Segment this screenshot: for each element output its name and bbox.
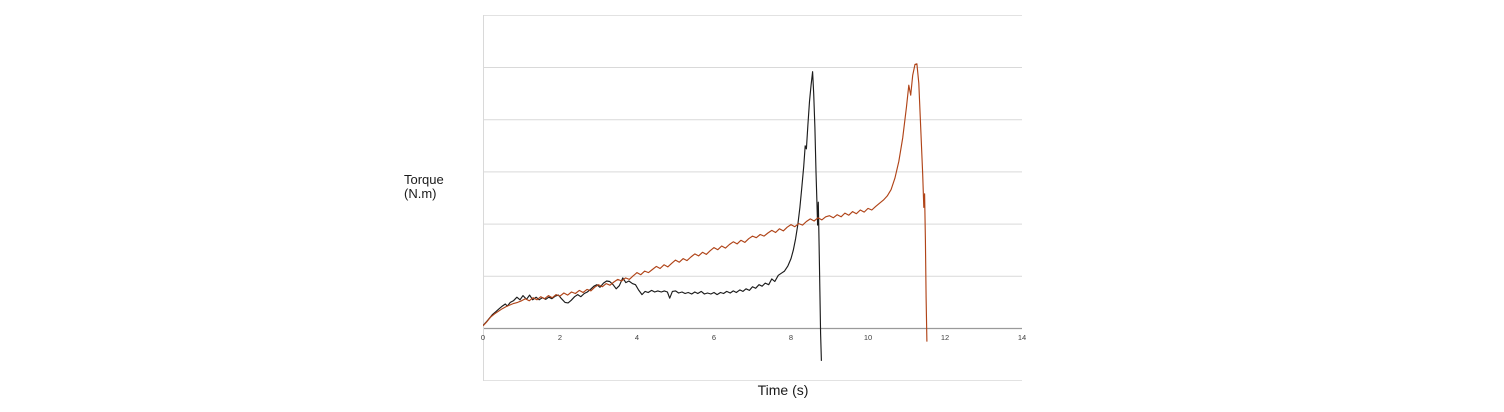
x-tick-label-14: 14 bbox=[1017, 333, 1027, 342]
x-tick-label-12: 12 bbox=[940, 333, 950, 342]
plot-area bbox=[483, 15, 1022, 381]
x-tick-label-10: 10 bbox=[863, 333, 873, 342]
series-line-black-run bbox=[483, 71, 822, 361]
y-axis-title-line2: (N.m) bbox=[404, 185, 437, 201]
x-tick-label-8: 8 bbox=[788, 333, 794, 342]
x-tick-label-4: 4 bbox=[634, 333, 640, 342]
y-axis-title-line1: Torque bbox=[404, 172, 444, 187]
series-line-red-run bbox=[483, 63, 928, 342]
x-tick-label-0: 0 bbox=[480, 333, 486, 342]
x-tick-label-2: 2 bbox=[557, 333, 563, 342]
y-axis-title: Torque (N.m) bbox=[404, 173, 444, 200]
x-axis-title: Time (s) bbox=[757, 382, 809, 398]
x-tick-label-6: 6 bbox=[711, 333, 717, 342]
